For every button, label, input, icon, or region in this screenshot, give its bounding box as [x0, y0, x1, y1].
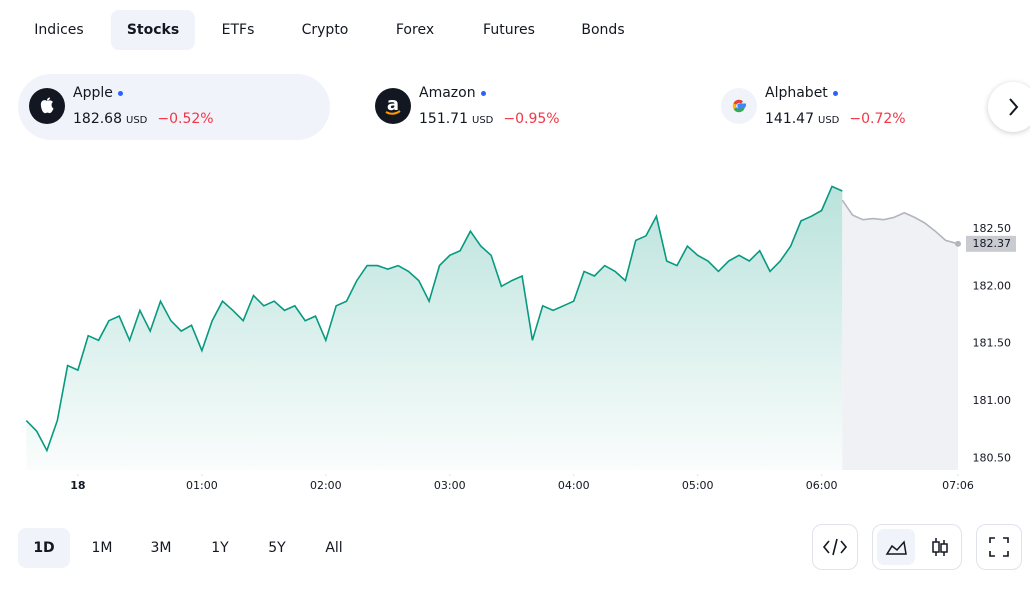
- x-tick-label: 07:06: [942, 479, 974, 492]
- current-price-label: 182.37: [973, 237, 1012, 250]
- chart-style-group: [872, 524, 962, 570]
- candle-icon: [932, 538, 948, 556]
- next-button[interactable]: [988, 82, 1030, 132]
- tab[interactable]: Forex: [395, 22, 435, 38]
- tab[interactable]: Futures: [483, 22, 535, 38]
- code-icon: [822, 538, 848, 556]
- x-tick-label: 05:00: [682, 479, 714, 492]
- ticker-card[interactable]: [18, 74, 330, 140]
- range-button[interactable]: 1M: [91, 540, 113, 556]
- ticker-name: Apple: [73, 85, 123, 101]
- ticker-currency: USD: [818, 115, 840, 126]
- ticker-change: −0.72%: [849, 111, 906, 127]
- embed-button[interactable]: [812, 524, 858, 570]
- y-tick-label: 182.00: [973, 279, 1012, 292]
- ticker-logo: [29, 88, 65, 124]
- logo-icon: [29, 88, 65, 124]
- range-button[interactable]: 3M: [150, 540, 172, 556]
- ticker-logo: a: [375, 88, 411, 124]
- tab[interactable]: Bonds: [581, 22, 625, 38]
- fullscreen-icon: [989, 537, 1009, 557]
- x-tick-label: 06:00: [806, 479, 838, 492]
- ticker-price: 141.47: [765, 111, 814, 127]
- range-button[interactable]: 5Y: [268, 540, 286, 556]
- tab[interactable]: ETFs: [221, 22, 255, 38]
- ticker-quote: 141.47 USD −0.72%: [765, 111, 906, 127]
- ticker-quote: 182.68 USD −0.52%: [73, 111, 214, 127]
- x-tick-label: 01:00: [186, 479, 218, 492]
- ticker-name: Alphabet: [765, 85, 838, 101]
- range-button[interactable]: All: [325, 540, 343, 556]
- tab[interactable]: Stocks: [110, 10, 196, 50]
- svg-text:a: a: [387, 94, 399, 115]
- ticker-price: 182.68: [73, 111, 122, 127]
- area-style-button[interactable]: [877, 529, 915, 565]
- tab[interactable]: Indices: [34, 22, 84, 38]
- range-button[interactable]: 1D: [18, 528, 70, 568]
- ticker-name: Amazon: [419, 85, 486, 101]
- logo-icon: [721, 88, 757, 124]
- ticker-logo: [721, 88, 757, 124]
- tab[interactable]: Crypto: [301, 22, 349, 38]
- y-tick-label: 181.00: [973, 394, 1012, 407]
- x-tick-label: 04:00: [558, 479, 590, 492]
- ticker-currency: USD: [126, 115, 148, 126]
- last-point: [955, 240, 961, 247]
- range-button[interactable]: 1Y: [211, 540, 229, 556]
- fullscreen-button[interactable]: [976, 524, 1022, 570]
- area-icon: [885, 540, 907, 555]
- ticker-quote: 151.71 USD −0.95%: [419, 111, 560, 127]
- ticker-currency: USD: [472, 115, 494, 126]
- y-tick-label: 180.50: [973, 452, 1012, 465]
- candle-style-button[interactable]: [921, 529, 959, 565]
- chart: 180.50 181.00 181.50 182.00 182.50 18 01:00 02:…: [25, 185, 1016, 492]
- x-tick-label: 03:00: [434, 479, 466, 492]
- x-tick-label: 02:00: [310, 479, 342, 492]
- chevron-icon: [1009, 98, 1019, 116]
- ticker-change: −0.95%: [503, 111, 560, 127]
- price-line: [25, 185, 843, 453]
- price-badge: [966, 235, 1016, 252]
- x-tick-label: 18: [70, 479, 85, 492]
- y-tick-label: 181.50: [973, 337, 1012, 350]
- price-line: [841, 199, 959, 245]
- area: [842, 200, 958, 470]
- ticker-change: −0.52%: [157, 111, 214, 127]
- area: [26, 186, 843, 470]
- logo-icon: a: [375, 88, 411, 124]
- y-tick-label: 182.50: [973, 222, 1012, 235]
- ticker-price: 151.71: [419, 111, 468, 127]
